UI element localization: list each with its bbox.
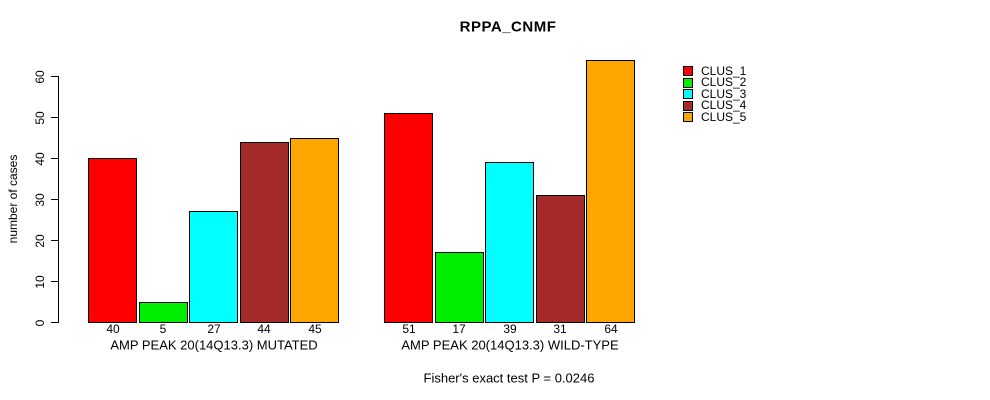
bar-value-label: 40 bbox=[106, 322, 120, 336]
bar bbox=[139, 301, 188, 323]
y-tick-label: 30 bbox=[33, 192, 47, 207]
y-axis-line bbox=[58, 76, 59, 323]
bar-value-label: 51 bbox=[402, 322, 416, 336]
y-tick bbox=[51, 281, 58, 282]
group-label: AMP PEAK 20(14Q13.3) WILD-TYPE bbox=[401, 337, 619, 353]
bar bbox=[189, 211, 238, 323]
bar bbox=[240, 141, 289, 323]
bar-value-label: 64 bbox=[604, 322, 618, 336]
y-tick-label: 20 bbox=[33, 233, 47, 248]
group-label: AMP PEAK 20(14Q13.3) MUTATED bbox=[110, 337, 318, 353]
y-tick-label: 10 bbox=[33, 274, 47, 289]
bar bbox=[536, 194, 585, 323]
bar bbox=[384, 112, 433, 323]
bar-value-label: 17 bbox=[452, 322, 466, 336]
bar-value-label: 27 bbox=[207, 322, 221, 336]
footnote: Fisher's exact test P = 0.0246 bbox=[423, 370, 595, 386]
chart-title: RPPA_CNMF bbox=[459, 18, 557, 36]
y-tick bbox=[51, 240, 58, 241]
y-tick bbox=[51, 76, 58, 77]
bar bbox=[435, 252, 484, 323]
y-tick-label: 50 bbox=[33, 110, 47, 125]
bar-value-label: 31 bbox=[553, 322, 567, 336]
bar-value-label: 44 bbox=[257, 322, 271, 336]
bar bbox=[485, 162, 534, 323]
bar-value-label: 45 bbox=[308, 322, 322, 336]
bar-value-label: 39 bbox=[503, 322, 517, 336]
y-tick-label: 0 bbox=[33, 319, 47, 326]
y-tick bbox=[51, 158, 58, 159]
y-tick bbox=[51, 117, 58, 118]
bar bbox=[88, 158, 137, 323]
y-tick bbox=[51, 322, 58, 323]
bar bbox=[290, 137, 339, 323]
y-tick bbox=[51, 199, 58, 200]
y-tick-label: 40 bbox=[33, 151, 47, 166]
bar bbox=[586, 59, 635, 323]
y-tick-label: 60 bbox=[33, 69, 47, 84]
bar-value-label: 5 bbox=[159, 322, 167, 336]
